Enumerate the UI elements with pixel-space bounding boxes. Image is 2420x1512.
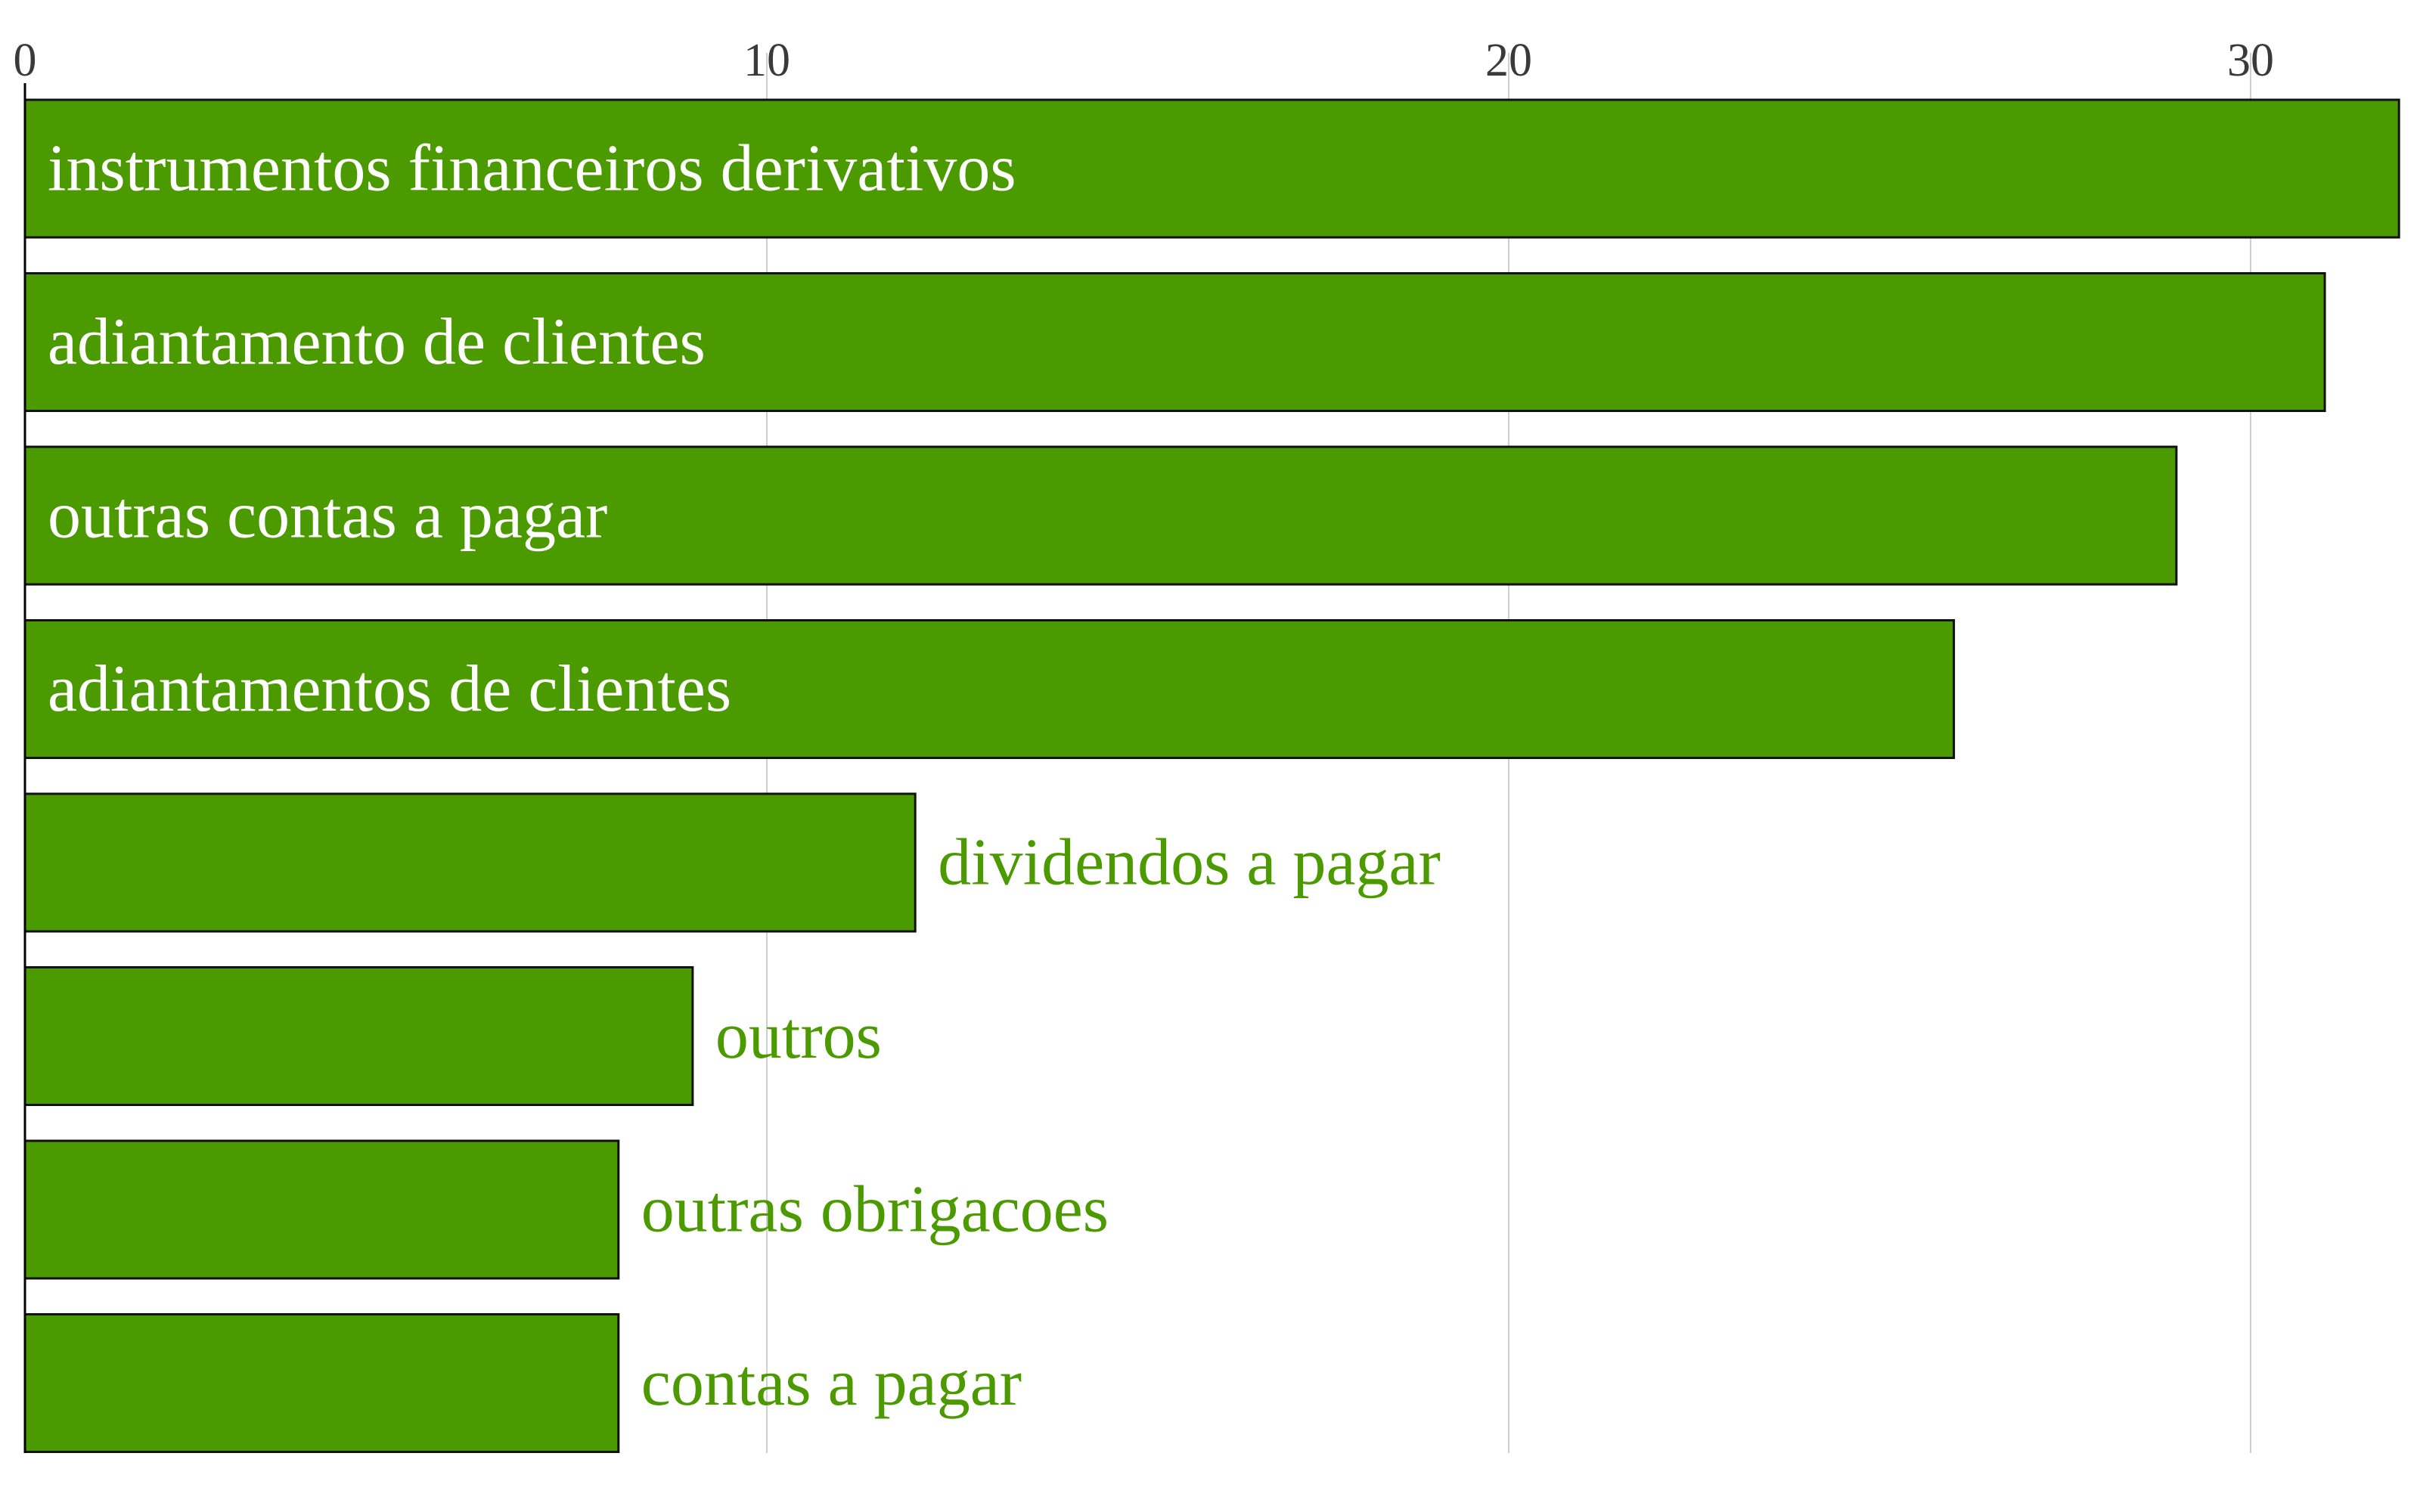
bar <box>23 619 1956 759</box>
bar-label: adiantamentos de clientes <box>48 652 731 726</box>
bar <box>23 1313 620 1453</box>
bar-labels: instrumentos financeiros derivativos adia… <box>48 132 1441 1421</box>
bar-label: instrumentos financeiros derivativos <box>48 132 1016 206</box>
bar <box>23 98 2400 239</box>
x-tick-label: 30 <box>2227 35 2274 86</box>
bar <box>23 1139 620 1280</box>
bar <box>23 966 694 1106</box>
bar-label: outros <box>715 999 882 1073</box>
x-tick-label: 10 <box>743 35 790 86</box>
bar <box>23 792 917 933</box>
x-tick-label: 20 <box>1485 35 1532 86</box>
bars <box>23 98 2400 1453</box>
bar-label: adiantamento de clientes <box>48 305 706 379</box>
bar <box>23 445 2178 586</box>
x-tick-labels: 0 10 20 30 <box>14 35 2275 86</box>
bar-label: outras obrigacoes <box>641 1173 1109 1247</box>
x-tick-label: 0 <box>14 35 37 86</box>
bar <box>23 272 2326 412</box>
bar-label: contas a pagar <box>641 1346 1022 1420</box>
bar-label: outras contas a pagar <box>48 479 607 553</box>
bar-label: dividendos a pagar <box>938 826 1441 900</box>
